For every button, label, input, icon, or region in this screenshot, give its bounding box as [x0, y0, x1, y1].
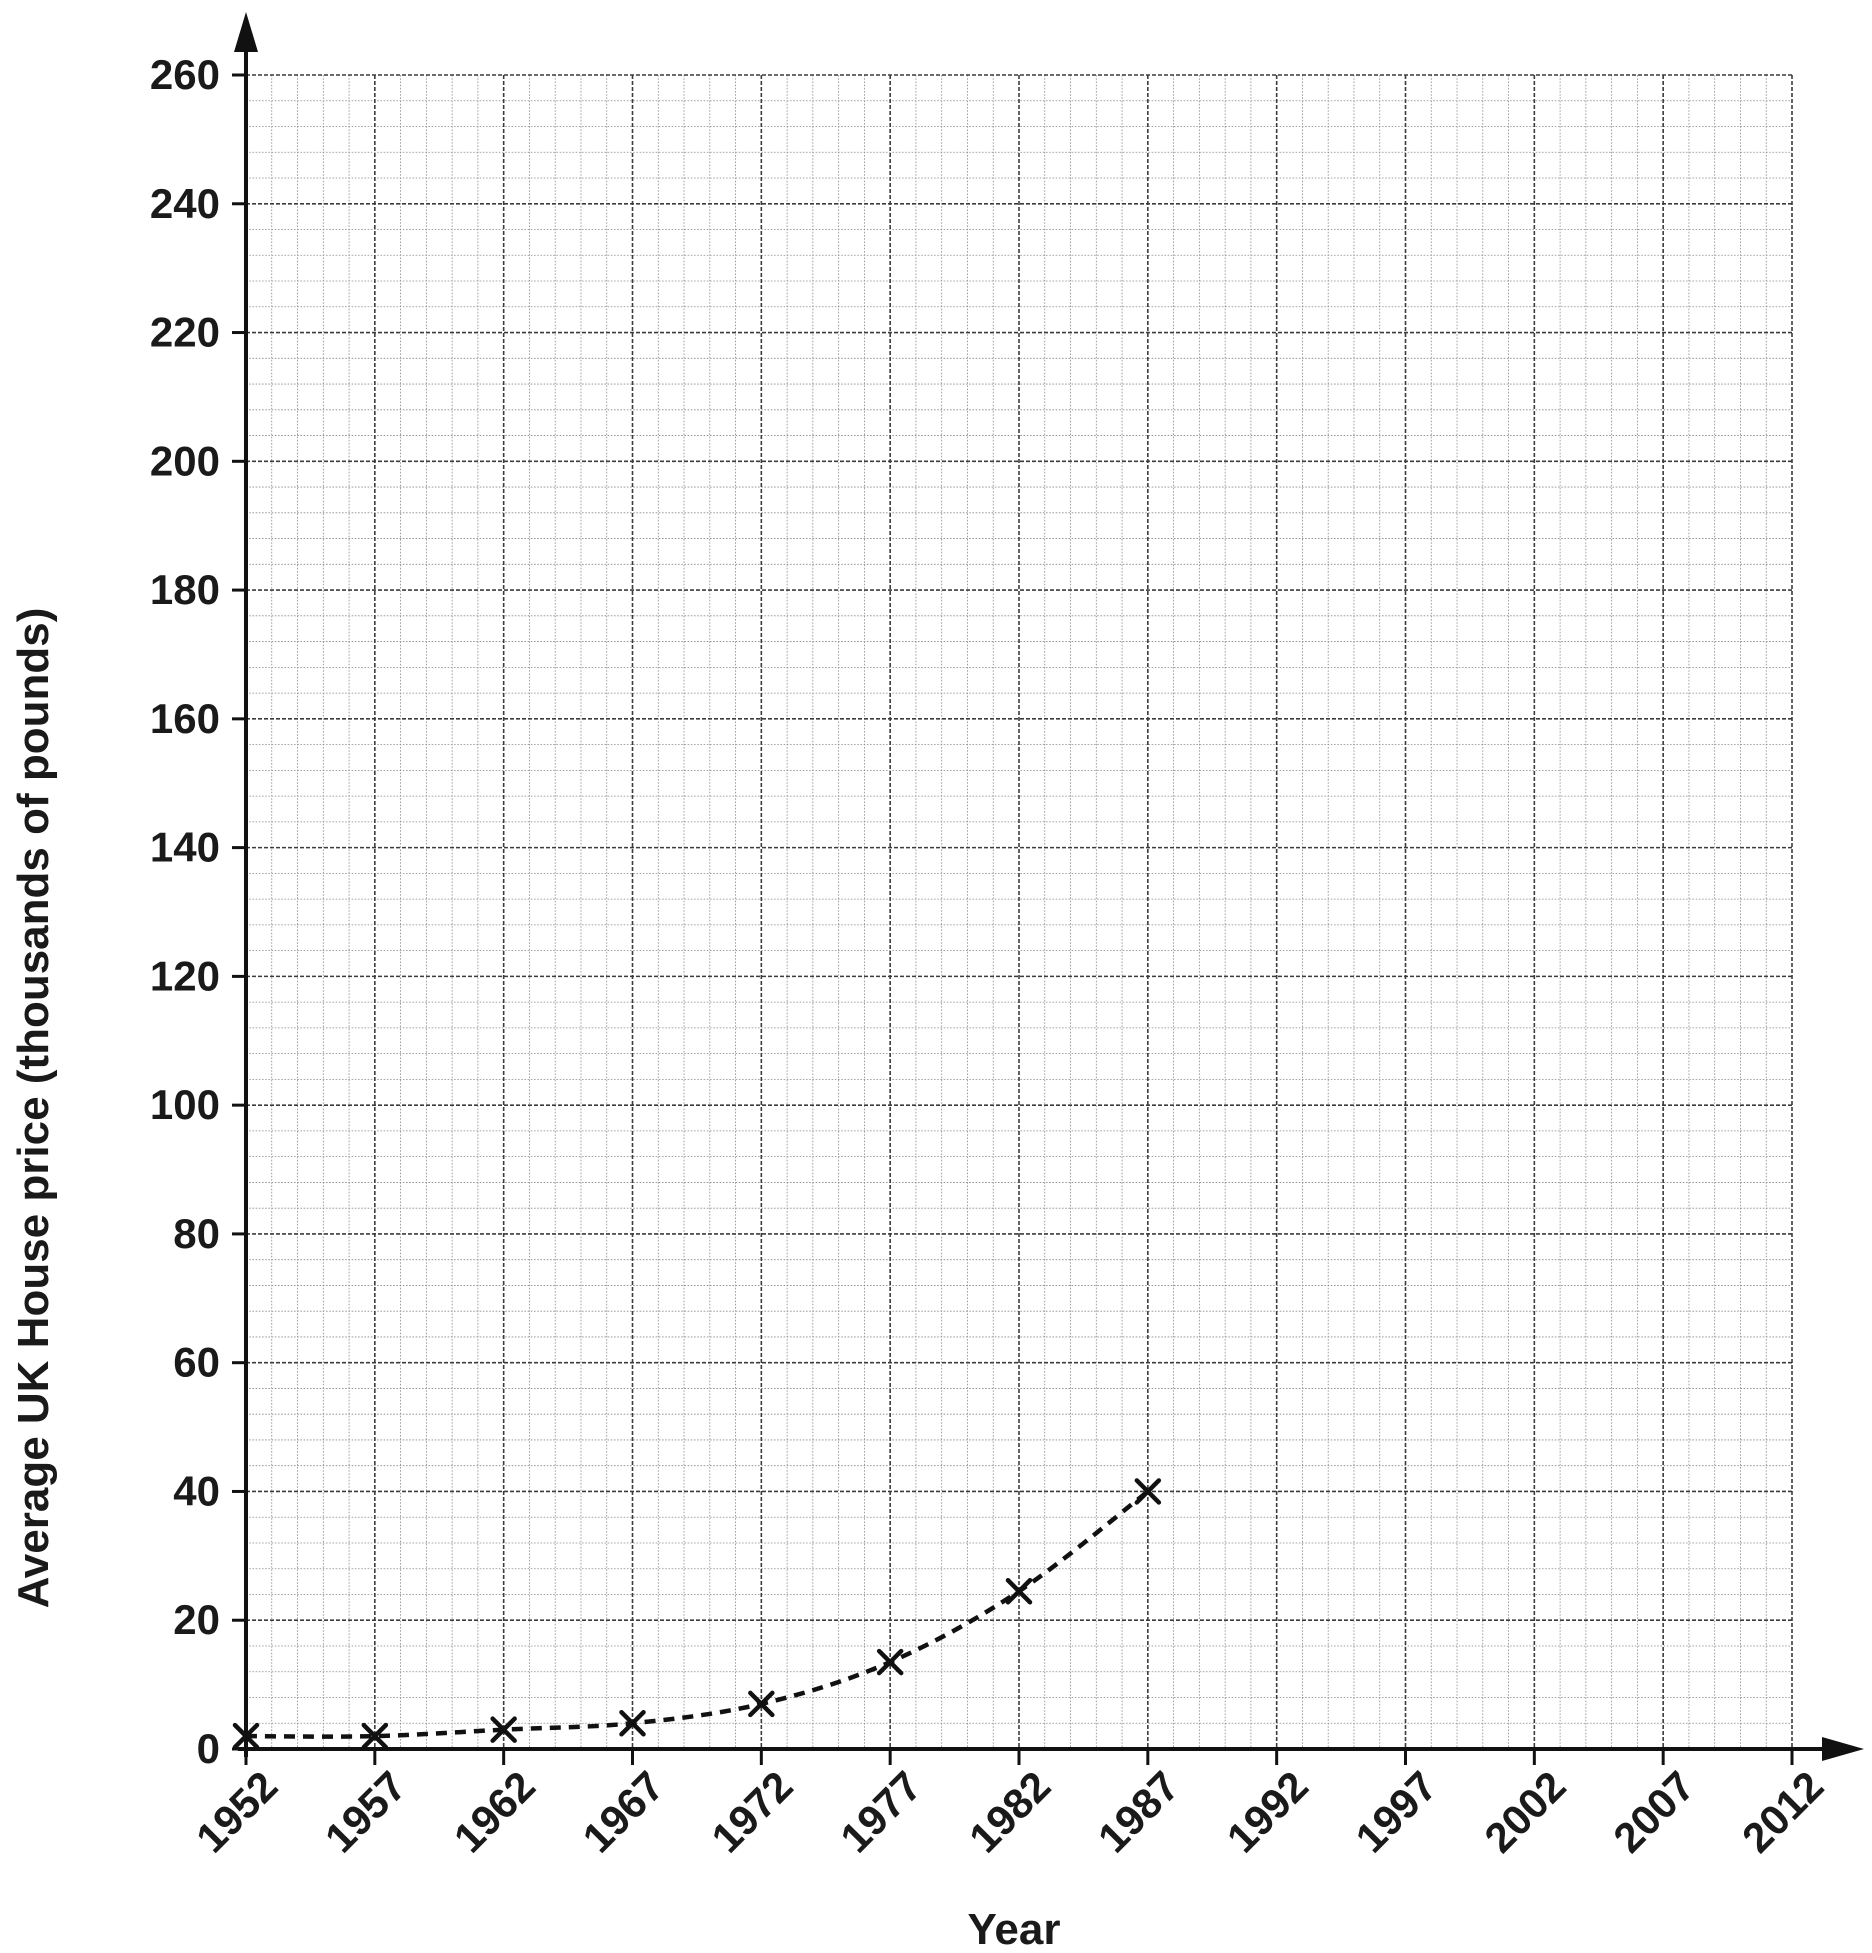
data-point-marker: [748, 1690, 775, 1718]
y-tick-label: 220: [150, 309, 220, 356]
axes: [234, 12, 1864, 1761]
data-point-marker: [619, 1709, 646, 1737]
x-tick-label: 1952: [187, 1762, 286, 1861]
x-tick-label: 1977: [831, 1762, 930, 1861]
x-tick-label: 1967: [574, 1762, 673, 1861]
minor-grid: [246, 75, 1792, 1749]
y-tick-labels: 0 20 40 60 80 100 120 140 160 180 200 220 240 260: [150, 51, 246, 1772]
marker-stroke: [232, 1722, 260, 1750]
y-tick-label: 100: [150, 1081, 220, 1128]
y-axis-arrowhead: [234, 12, 258, 52]
data-point-marker: [232, 1722, 260, 1750]
x-tick-label: 1982: [960, 1762, 1059, 1861]
y-tick-label: 120: [150, 952, 220, 999]
marker-stroke: [361, 1722, 389, 1750]
marker-stroke: [1005, 1578, 1033, 1605]
y-tick-label: 140: [150, 824, 220, 871]
y-tick-label: 200: [150, 437, 220, 484]
y-tick-label: 160: [150, 695, 220, 742]
x-tick-label: 2007: [1604, 1762, 1703, 1861]
marker-stroke: [490, 1716, 517, 1743]
x-tick-label: 1957: [316, 1762, 415, 1861]
x-tick-label: 2012: [1733, 1762, 1832, 1861]
x-axis-arrowhead: [1822, 1737, 1864, 1761]
marker-stroke: [876, 1648, 904, 1676]
y-tick-label: 240: [150, 180, 220, 227]
x-tick-label: 2002: [1475, 1762, 1574, 1861]
data-point-marker: [1005, 1578, 1033, 1605]
x-axis-title: Year: [968, 1905, 1061, 1953]
marker-stroke: [1134, 1478, 1162, 1505]
y-tick-label: 0: [197, 1725, 220, 1772]
y-axis-title: Average UK House price (thousands of pou…: [9, 608, 58, 1609]
y-tick-label: 20: [173, 1596, 220, 1643]
y-tick-label: 40: [173, 1467, 220, 1514]
x-tick-label: 1972: [702, 1762, 801, 1861]
marker-stroke: [748, 1690, 775, 1718]
data-point-marker: [1134, 1478, 1162, 1505]
data-point-marker: [490, 1716, 517, 1743]
y-tick-label: 180: [150, 566, 220, 613]
series-layer: [232, 1478, 1162, 1750]
x-tick-label: 1997: [1347, 1762, 1446, 1861]
x-tick-labels: 1952 1957 1962 1967 1972 1977 1982 1987 1992 1997…: [187, 1749, 1832, 1861]
series-line: [245, 1489, 1150, 1739]
x-tick-label: 1987: [1089, 1762, 1188, 1861]
marker-stroke: [619, 1709, 646, 1737]
x-tick-label: 1992: [1218, 1762, 1317, 1861]
x-tick-label: 1962: [445, 1762, 544, 1861]
data-point-marker: [361, 1722, 389, 1750]
y-tick-label: 260: [150, 51, 220, 98]
y-tick-label: 80: [173, 1210, 220, 1257]
data-point-marker: [876, 1648, 904, 1676]
y-tick-label: 60: [173, 1339, 220, 1386]
